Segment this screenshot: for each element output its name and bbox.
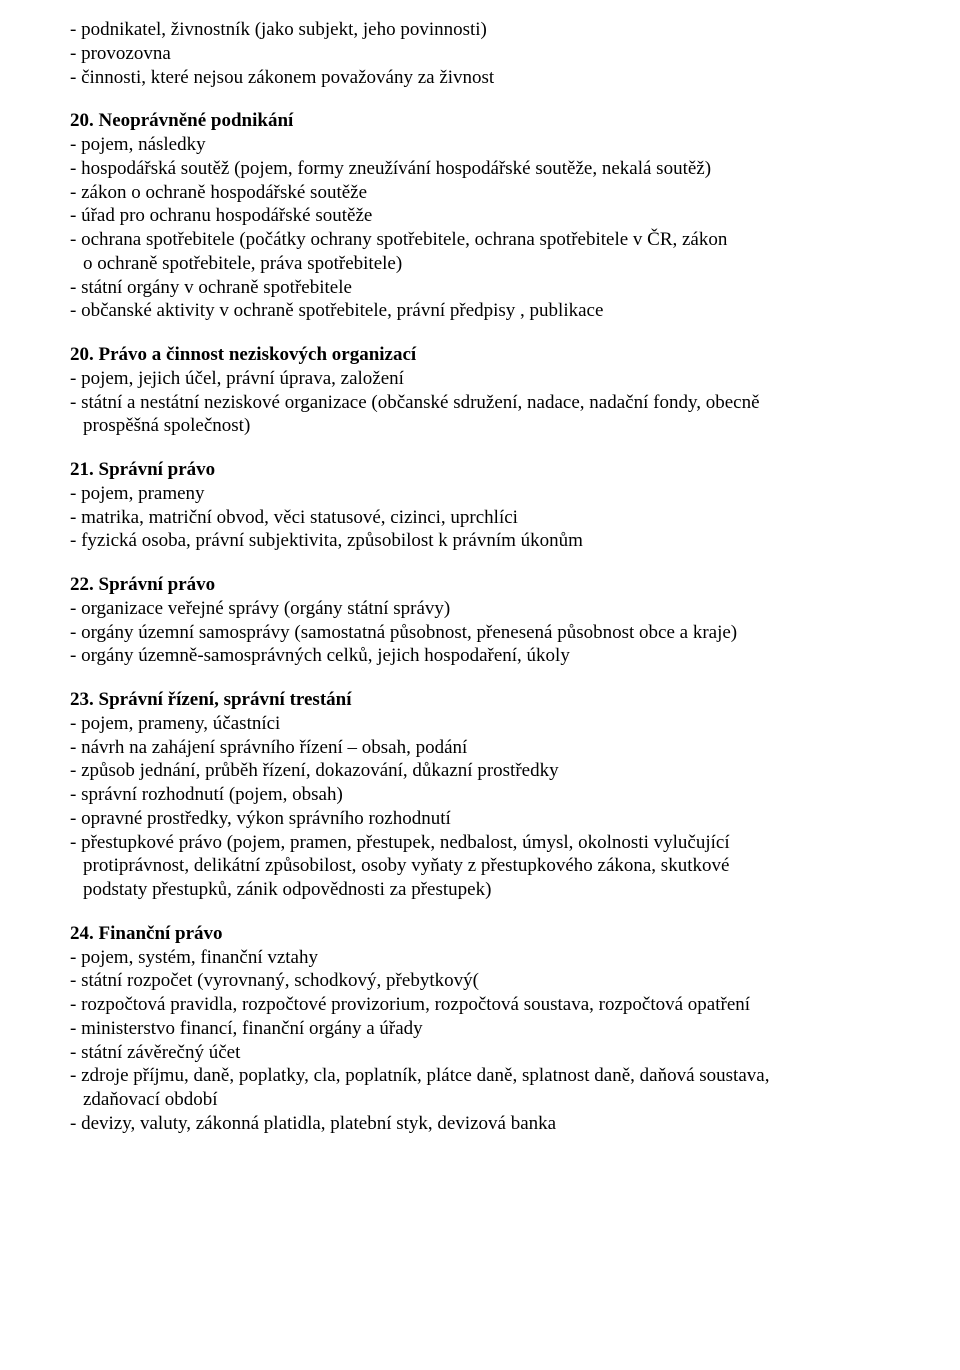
section-24: 24. Finanční právo - pojem, systém, fina… <box>70 922 890 1136</box>
list-item: - zdroje příjmu, daně, poplatky, cla, po… <box>70 1064 890 1088</box>
section-heading: 20. Neoprávněné podnikání <box>70 109 890 133</box>
list-item: - hospodářská soutěž (pojem, formy zneuž… <box>70 157 890 181</box>
list-item: - orgány územně-samosprávných celků, jej… <box>70 644 890 668</box>
section-heading: 23. Správní řízení, správní trestání <box>70 688 890 712</box>
section-23: 23. Správní řízení, správní trestání - p… <box>70 688 890 902</box>
list-item: - provozovna <box>70 42 890 66</box>
list-item: - občanské aktivity v ochraně spotřebite… <box>70 299 890 323</box>
list-item: - státní orgány v ochraně spotřebitele <box>70 276 890 300</box>
list-item: - činnosti, které nejsou zákonem považov… <box>70 66 890 90</box>
list-item: - správní rozhodnutí (pojem, obsah) <box>70 783 890 807</box>
list-item: - matrika, matriční obvod, věci statusov… <box>70 506 890 530</box>
section-heading: 24. Finanční právo <box>70 922 890 946</box>
list-item: - organizace veřejné správy (orgány stát… <box>70 597 890 621</box>
list-item-continuation: zdaňovací období <box>70 1088 890 1112</box>
list-item: - ochrana spotřebitele (počátky ochrany … <box>70 228 890 252</box>
list-item: - orgány územní samosprávy (samostatná p… <box>70 621 890 645</box>
list-item: - rozpočtová pravidla, rozpočtové proviz… <box>70 993 890 1017</box>
section-intro: - podnikatel, živnostník (jako subjekt, … <box>70 18 890 89</box>
list-item-continuation: prospěšná společnost) <box>70 414 890 438</box>
list-item: - pojem, jejich účel, právní úprava, zal… <box>70 367 890 391</box>
list-item: - státní a nestátní neziskové organizace… <box>70 391 890 415</box>
list-item: - pojem, prameny, účastníci <box>70 712 890 736</box>
section-20a: 20. Neoprávněné podnikání - pojem, násle… <box>70 109 890 323</box>
section-heading: 22. Správní právo <box>70 573 890 597</box>
section-22: 22. Správní právo - organizace veřejné s… <box>70 573 890 668</box>
section-heading: 20. Právo a činnost neziskových organiza… <box>70 343 890 367</box>
list-item: - pojem, systém, finanční vztahy <box>70 946 890 970</box>
section-20b: 20. Právo a činnost neziskových organiza… <box>70 343 890 438</box>
list-item: - přestupkové právo (pojem, pramen, přes… <box>70 831 890 855</box>
list-item: - zákon o ochraně hospodářské soutěže <box>70 181 890 205</box>
list-item-continuation: protiprávnost, delikátní způsobilost, os… <box>70 854 890 878</box>
list-item: - návrh na zahájení správního řízení – o… <box>70 736 890 760</box>
list-item: - devizy, valuty, zákonná platidla, plat… <box>70 1112 890 1136</box>
list-item: - fyzická osoba, právní subjektivita, zp… <box>70 529 890 553</box>
list-item: - podnikatel, živnostník (jako subjekt, … <box>70 18 890 42</box>
list-item: - způsob jednání, průběh řízení, dokazov… <box>70 759 890 783</box>
list-item: - pojem, následky <box>70 133 890 157</box>
list-item: - státní závěrečný účet <box>70 1041 890 1065</box>
section-21: 21. Správní právo - pojem, prameny - mat… <box>70 458 890 553</box>
list-item: - pojem, prameny <box>70 482 890 506</box>
list-item: - úřad pro ochranu hospodářské soutěže <box>70 204 890 228</box>
list-item-continuation: o ochraně spotřebitele, práva spotřebite… <box>70 252 890 276</box>
list-item: - opravné prostředky, výkon správního ro… <box>70 807 890 831</box>
list-item-continuation: podstaty přestupků, zánik odpovědnosti z… <box>70 878 890 902</box>
list-item: - ministerstvo financí, finanční orgány … <box>70 1017 890 1041</box>
section-heading: 21. Správní právo <box>70 458 890 482</box>
list-item: - státní rozpočet (vyrovnaný, schodkový,… <box>70 969 890 993</box>
